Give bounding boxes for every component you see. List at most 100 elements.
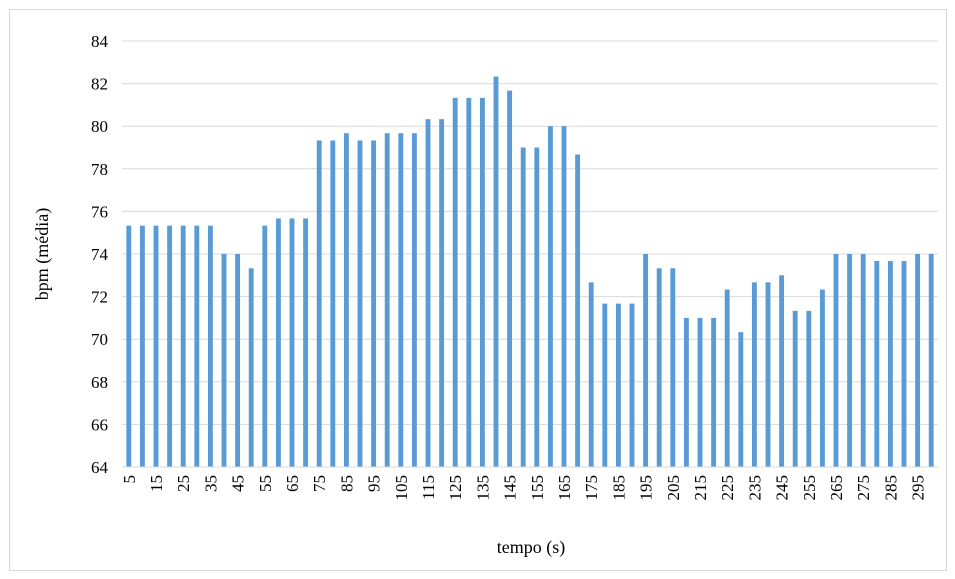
bar-5 xyxy=(126,225,132,467)
bar-245 xyxy=(779,275,785,467)
bar-290 xyxy=(901,261,907,467)
y-tick-label: 84 xyxy=(91,32,109,51)
y-tick-label: 68 xyxy=(91,373,108,392)
x-axis-title: tempo (s) xyxy=(497,537,565,558)
bar-60 xyxy=(275,218,281,467)
bar-45 xyxy=(235,254,241,467)
bar-110 xyxy=(411,133,417,467)
x-tick-label: 285 xyxy=(881,475,900,501)
y-tick-label: 80 xyxy=(91,117,108,136)
x-tick-label: 115 xyxy=(419,475,438,500)
bar-275 xyxy=(860,254,866,467)
x-tick-label: 75 xyxy=(310,475,329,492)
bar-225 xyxy=(724,289,730,467)
bars xyxy=(126,76,934,468)
x-tick-label: 125 xyxy=(446,475,465,501)
bar-220 xyxy=(711,317,717,467)
y-axis-title: bpm (média) xyxy=(32,208,53,300)
bar-200 xyxy=(656,268,662,467)
x-tick-label: 45 xyxy=(229,475,248,492)
x-tick-label: 5 xyxy=(120,475,139,484)
bar-210 xyxy=(683,317,689,467)
bar-145 xyxy=(507,90,513,467)
bar-260 xyxy=(819,289,825,467)
bar-100 xyxy=(384,133,390,467)
x-tick-label: 245 xyxy=(773,475,792,501)
x-tick-label: 255 xyxy=(800,475,819,501)
bar-160 xyxy=(547,126,553,467)
bar-55 xyxy=(262,225,268,467)
bar-180 xyxy=(602,303,608,467)
x-tick-label: 105 xyxy=(392,475,411,501)
x-tick-label: 225 xyxy=(718,475,737,501)
bar-170 xyxy=(575,154,581,468)
x-tick-label: 65 xyxy=(283,475,302,492)
bar-115 xyxy=(425,119,431,468)
bar-75 xyxy=(316,140,322,467)
bar-250 xyxy=(792,310,798,467)
bar-285 xyxy=(887,261,893,467)
bar-30 xyxy=(194,225,200,467)
gridlines xyxy=(122,40,938,425)
x-tick-label: 275 xyxy=(854,475,873,501)
bar-300 xyxy=(928,254,934,467)
bar-125 xyxy=(452,97,458,467)
x-tick-label: 295 xyxy=(909,475,928,501)
x-tick-label: 185 xyxy=(609,475,628,501)
bar-15 xyxy=(153,225,159,467)
x-tick-label: 35 xyxy=(201,475,220,492)
bar-270 xyxy=(847,254,853,467)
bar-65 xyxy=(289,218,295,467)
bar-135 xyxy=(479,97,485,467)
x-tick-label: 195 xyxy=(637,475,656,501)
y-tick-label: 76 xyxy=(91,202,108,221)
x-tick-label: 25 xyxy=(174,475,193,492)
x-tick-label: 205 xyxy=(664,475,683,501)
x-tick-label: 55 xyxy=(256,475,275,492)
bar-20 xyxy=(167,225,173,467)
y-tick-label: 64 xyxy=(91,458,109,477)
bar-190 xyxy=(629,303,635,467)
bar-50 xyxy=(248,268,254,467)
bar-130 xyxy=(466,97,472,467)
bar-175 xyxy=(588,282,594,467)
bar-295 xyxy=(915,254,921,467)
bar-255 xyxy=(806,310,812,467)
y-tick-label: 78 xyxy=(91,160,108,179)
x-tick-label: 135 xyxy=(473,475,492,501)
x-tick-label: 215 xyxy=(691,475,710,501)
bar-120 xyxy=(439,119,445,468)
bar-240 xyxy=(765,282,771,467)
x-tick-label: 155 xyxy=(528,475,547,501)
bar-140 xyxy=(493,76,499,468)
y-tick-label: 66 xyxy=(91,415,108,434)
x-tick-label: 165 xyxy=(555,475,574,501)
bar-10 xyxy=(139,225,145,467)
bar-150 xyxy=(520,147,526,467)
bar-85 xyxy=(343,133,349,467)
x-tick-label: 85 xyxy=(337,475,356,492)
bar-105 xyxy=(398,133,404,467)
bar-230 xyxy=(738,332,744,467)
y-axis-tick-labels: 64 66 68 70 72 74 76 78 80 82 84 xyxy=(91,32,109,477)
y-tick-label: 82 xyxy=(91,75,108,94)
y-tick-label: 70 xyxy=(91,330,108,349)
bar-90 xyxy=(357,140,363,467)
x-tick-label: 15 xyxy=(147,475,166,492)
x-tick-label: 95 xyxy=(365,475,384,492)
x-tick-label: 145 xyxy=(501,475,520,501)
x-tick-label: 235 xyxy=(745,475,764,501)
bar-155 xyxy=(534,147,540,467)
bar-205 xyxy=(670,268,676,467)
bar-280 xyxy=(874,261,880,467)
bar-185 xyxy=(615,303,621,467)
y-tick-label: 72 xyxy=(91,288,108,307)
bar-25 xyxy=(180,225,186,467)
bar-235 xyxy=(751,282,757,467)
bar-215 xyxy=(697,317,703,467)
bar-165 xyxy=(561,126,567,467)
y-tick-label: 74 xyxy=(91,245,109,264)
bar-70 xyxy=(303,218,309,467)
x-axis-tick-labels: 5 15 25 35 45 55 65 75 85 95 105 115 125 135 145 155 165… xyxy=(120,475,928,501)
